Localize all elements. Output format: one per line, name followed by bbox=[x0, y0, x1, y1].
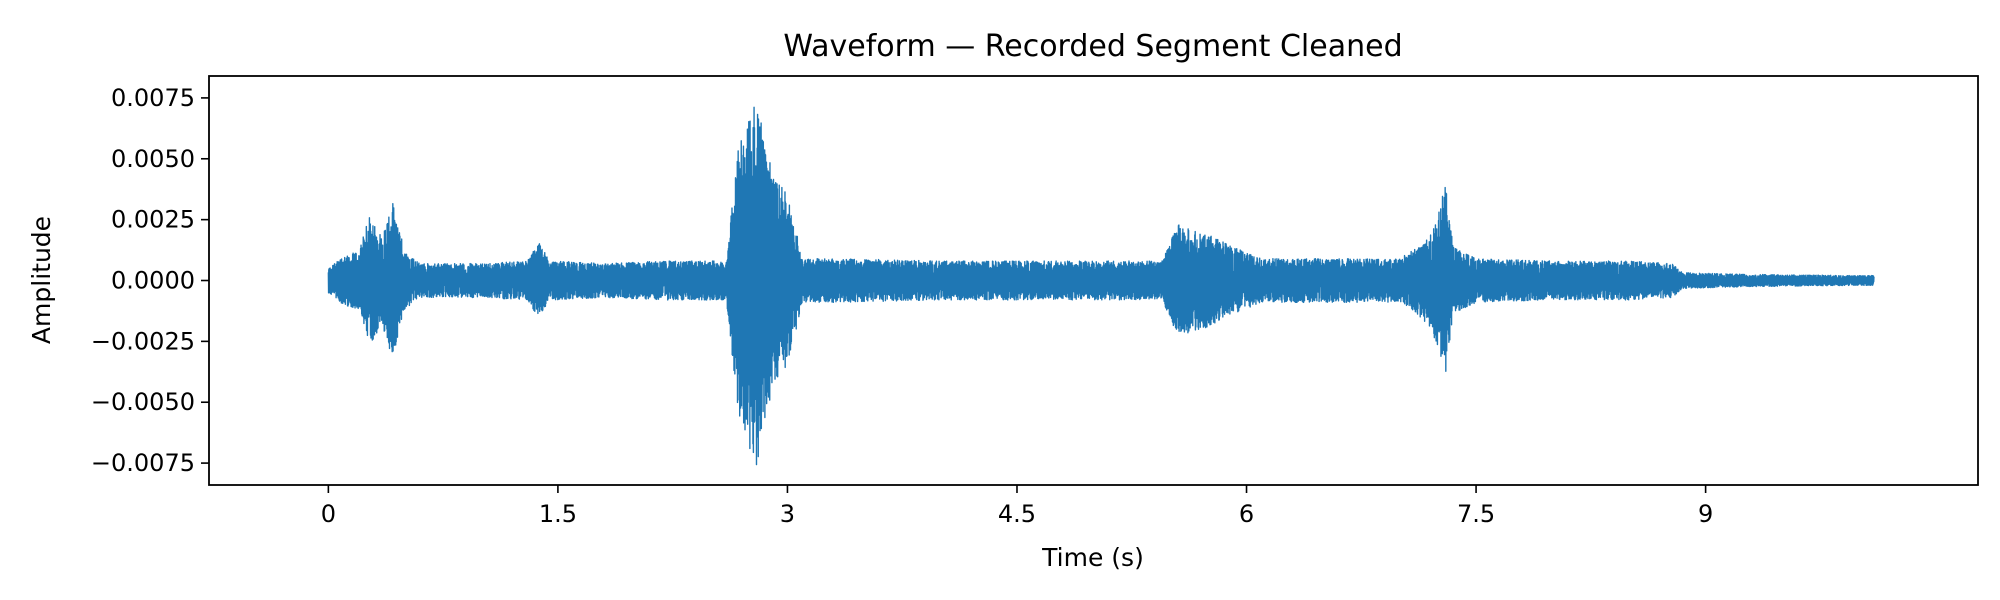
waveform-series bbox=[327, 106, 1875, 466]
x-tick-label: 6 bbox=[1239, 500, 1254, 528]
y-tick-label: −0.0075 bbox=[91, 449, 195, 477]
y-tick-label: 0.0050 bbox=[111, 145, 195, 173]
x-tick-label: 4.5 bbox=[998, 500, 1036, 528]
x-tick-label: 3 bbox=[780, 500, 795, 528]
y-tick-label: −0.0050 bbox=[91, 388, 195, 416]
y-axis-label: Amplitude bbox=[27, 216, 56, 344]
y-tick-label: −0.0025 bbox=[91, 327, 195, 355]
x-tick-label: 0 bbox=[321, 500, 336, 528]
x-axis: 0 1.5 3 4.5 6 7.5 9 bbox=[321, 485, 1713, 528]
y-tick-label: 0.0000 bbox=[111, 267, 195, 295]
y-axis: 0.0075 0.0050 0.0025 0.0000 −0.0025 −0.0050 −0… bbox=[91, 84, 209, 477]
x-tick-label: 1.5 bbox=[539, 500, 577, 528]
chart-title: Waveform — Recorded Segment Cleaned bbox=[783, 29, 1402, 64]
y-tick-label: 0.0025 bbox=[111, 206, 195, 234]
plot-area bbox=[327, 106, 1875, 466]
x-tick-label: 9 bbox=[1698, 500, 1713, 528]
x-axis-label: Time (s) bbox=[1041, 543, 1144, 572]
x-tick-label: 7.5 bbox=[1457, 500, 1495, 528]
y-tick-label: 0.0075 bbox=[111, 84, 195, 112]
